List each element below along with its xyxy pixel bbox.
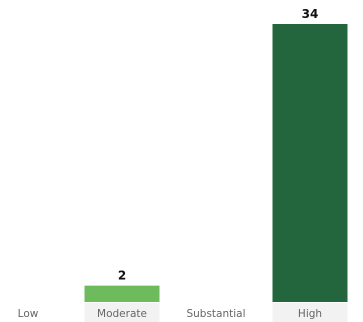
category-label-substantial: Substantial — [186, 308, 245, 320]
value-label-high: 34 — [302, 7, 319, 21]
category-label-high: High — [298, 308, 322, 320]
value-label-moderate: 2 — [118, 269, 126, 283]
category-band-high — [272, 303, 348, 322]
category-label-low: Low — [18, 308, 39, 320]
bars — [84, 24, 348, 302]
bar-high[interactable] — [272, 24, 348, 302]
bar-moderate[interactable] — [84, 285, 160, 302]
category-labels: Low Moderate Substantial High — [18, 308, 322, 320]
category-label-moderate: Moderate — [97, 308, 147, 320]
category-band-moderate — [84, 303, 160, 322]
value-labels: 2 34 — [118, 7, 319, 283]
category-bands — [84, 303, 348, 322]
